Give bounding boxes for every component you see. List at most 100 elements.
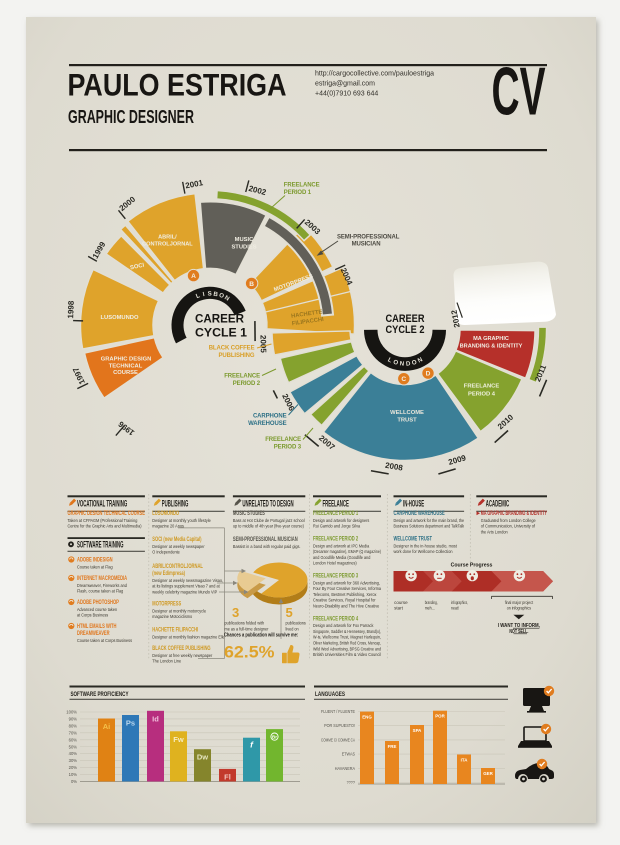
svg-text:FREELANCE PERIOD 3: FREELANCE PERIOD 3: [313, 574, 359, 580]
svg-text:O Independente: O Independente: [152, 550, 180, 556]
svg-text:W-is, Wellcome Trust, Magnet H: W-is, Wellcome Trust, Magnet Harlequin,: [313, 635, 381, 641]
svg-text:CAREER: CAREER: [386, 313, 425, 325]
svg-text:HAVANERA: HAVANERA: [335, 766, 355, 771]
svg-text:at its listings supplement Vis: at its listings supplement Visao 7 and a…: [152, 584, 220, 590]
svg-text:FILIPACCHI: FILIPACCHI: [292, 317, 325, 327]
svg-text:MUSICIAN: MUSICIAN: [352, 242, 381, 248]
svg-text:The London Line: The London Line: [152, 659, 181, 665]
svg-text:LANGUAGES: LANGUAGES: [315, 691, 345, 698]
svg-text:Designer at weekly newspaper: Designer at weekly newspaper: [152, 544, 205, 550]
svg-text:Design and artwork at IPC Medi: Design and artwork at IPC Media: [313, 543, 370, 549]
svg-text:SOFTWARE PROFICIENCY: SOFTWARE PROFICIENCY: [71, 691, 129, 698]
svg-text:POR: POR: [435, 714, 445, 719]
svg-text:Business Solutions department: Business Solutions department and TalkTa…: [394, 524, 465, 530]
svg-text:Designer in the in-house studi: Designer in the in-house studio, most: [394, 543, 458, 549]
svg-text:magazine Motociclismo: magazine Motociclismo: [152, 614, 192, 620]
svg-text:2008: 2008: [384, 461, 404, 473]
svg-text:HACHETTE FILIPACCHI: HACHETTE FILIPACCHI: [152, 628, 198, 634]
svg-text:Fl: Fl: [224, 772, 231, 781]
svg-text:GER: GER: [483, 771, 493, 776]
svg-text:Design and artwork for 360 Adv: Design and artwork for 360 Advertising,: [313, 580, 380, 586]
svg-text:POR SUPUESTO!: POR SUPUESTO!: [324, 723, 355, 728]
svg-text:Wild Wool Advertising, BPSG Cr: Wild Wool Advertising, BPSG Creative and: [313, 646, 381, 652]
svg-text:me as a full-time designer: me as a full-time designer: [225, 626, 269, 632]
svg-text:Dw: Dw: [197, 753, 208, 762]
svg-text:80%: 80%: [69, 723, 78, 728]
svg-text:S: S: [208, 290, 212, 297]
svg-text:Ps: Ps: [126, 719, 135, 728]
svg-text:CARPHONE: CARPHONE: [253, 414, 287, 420]
svg-text:COURSE: COURSE: [113, 370, 138, 376]
svg-text:FREELANCE: FREELANCE: [224, 374, 260, 380]
svg-text:SEMI-PROFESSIONAL MUSICIAN: SEMI-PROFESSIONAL MUSICIAN: [233, 537, 298, 543]
svg-text:COMME CI COMME CA: COMME CI COMME CA: [321, 737, 355, 742]
svg-text:GRAPHIC DESIGNER: GRAPHIC DESIGNER: [68, 107, 194, 127]
svg-text:Designer at weekly newsmagazin: Designer at weekly newsmagazine Visao,: [152, 578, 223, 584]
svg-text:Singapore, Saddler & Hennessey: Singapore, Saddler & Hennessey, Brand(x)…: [313, 629, 381, 635]
svg-text:PUBLISHING: PUBLISHING: [218, 353, 254, 359]
svg-text:start: start: [394, 606, 404, 611]
svg-text:1998: 1998: [66, 300, 76, 319]
svg-text:British Universities Film & Vi: British Universities Film & Video Counci…: [313, 652, 381, 658]
svg-text:ADOBE INDESIGN: ADOBE INDESIGN: [77, 558, 113, 564]
svg-text:CAREER: CAREER: [195, 312, 244, 326]
svg-text:TRUST: TRUST: [397, 418, 417, 424]
svg-text:SPA: SPA: [413, 728, 423, 733]
svg-text:PERIOD 4: PERIOD 4: [468, 392, 496, 398]
svg-text:NOT SELL.: NOT SELL.: [509, 629, 528, 635]
svg-text:D: D: [426, 371, 431, 378]
svg-text:publications: publications: [286, 621, 307, 627]
svg-text:2012: 2012: [449, 309, 461, 329]
svg-text:UNRELATED TO DESIGN: UNRELATED TO DESIGN: [242, 499, 293, 509]
svg-text:TECHNICAL: TECHNICAL: [109, 364, 143, 370]
svg-text:Centre for the Graphic Arts an: Centre for the Graphic Arts and Multimed…: [68, 524, 142, 530]
svg-text:Oliver Marketing, British Red: Oliver Marketing, British Red Cross, Men…: [313, 641, 381, 647]
svg-text:DREAMWEAVER: DREAMWEAVER: [77, 631, 110, 637]
svg-text:2005: 2005: [259, 335, 268, 353]
svg-text:CYCLE 1: CYCLE 1: [195, 326, 247, 340]
svg-text:100%: 100%: [66, 710, 77, 715]
svg-text:magazine 20 Anos: magazine 20 Anos: [152, 524, 184, 530]
svg-text:FREELANCE PERIOD 1: FREELANCE PERIOD 1: [313, 511, 359, 517]
svg-text:MA GRAPHIC: MA GRAPHIC: [473, 336, 509, 342]
svg-text:20%: 20%: [69, 765, 78, 770]
svg-text:90%: 90%: [69, 716, 78, 721]
svg-text:estriga@gmail.com: estriga@gmail.com: [315, 81, 375, 88]
svg-text:f: f: [250, 740, 254, 750]
svg-text:ENG: ENG: [362, 715, 372, 720]
svg-text:ADOBE PHOTOSHOP: ADOBE PHOTOSHOP: [77, 600, 119, 606]
svg-text:PERIOD 1: PERIOD 1: [284, 190, 312, 196]
svg-text:IN-HOUSE: IN-HOUSE: [403, 499, 424, 509]
svg-text:the Arts London: the Arts London: [481, 529, 508, 535]
svg-text:GRAPHIC DESIGN TECHNICAL COURS: GRAPHIC DESIGN TECHNICAL COURSE: [68, 511, 145, 517]
svg-text:O: O: [392, 359, 399, 367]
svg-text:ABRIL/: ABRIL/: [158, 234, 177, 240]
svg-text:A: A: [191, 273, 196, 280]
svg-text:SOCI (new Media Capital): SOCI (new Media Capital): [152, 537, 201, 543]
svg-text:SOCI: SOCI: [130, 263, 145, 272]
svg-text:FREELANCE: FREELANCE: [323, 499, 349, 509]
svg-text:BRANDING & IDENTITY: BRANDING & IDENTITY: [460, 344, 523, 350]
svg-text:MUSIC: MUSIC: [235, 237, 254, 243]
svg-text:PAULO ESTRIGA: PAULO ESTRIGA: [68, 67, 287, 103]
svg-text:PERIOD 2: PERIOD 2: [233, 381, 261, 387]
svg-text:HTML EMAILS WITH: HTML EMAILS WITH: [77, 624, 116, 630]
svg-text:Dreamweaver, Fireworks and: Dreamweaver, Fireworks and: [77, 583, 127, 589]
svg-text:FREELANCE: FREELANCE: [265, 437, 301, 443]
svg-text:ITA: ITA: [461, 758, 469, 763]
svg-text:weekly celebrity magazine Mund: weekly celebrity magazine Mundo VIP: [152, 589, 217, 595]
svg-text:3: 3: [232, 605, 239, 620]
svg-text:and Goodlife Media (Goodlife a: and Goodlife Media (Goodlife and: [313, 555, 371, 561]
svg-text:SEMI-PROFESSIONAL: SEMI-PROFESSIONAL: [337, 235, 400, 241]
svg-text:(Decanter magazine), EMAP (Q m: (Decanter magazine), EMAP (Q magazine): [313, 549, 381, 555]
svg-text:WAREHOUSE: WAREHOUSE: [248, 421, 287, 427]
svg-text:lived on: lived on: [286, 626, 299, 632]
svg-text:infographics,: infographics,: [451, 600, 468, 605]
svg-text:PUBLISHING: PUBLISHING: [162, 499, 189, 509]
svg-text:course: course: [394, 600, 408, 605]
svg-text:C: C: [401, 376, 406, 383]
svg-text:FRE: FRE: [388, 744, 397, 749]
svg-text:HACHETTE: HACHETTE: [291, 309, 323, 319]
svg-text:I WANT TO INFORM,: I WANT TO INFORM,: [498, 623, 540, 629]
svg-text:Fw: Fw: [173, 735, 184, 744]
